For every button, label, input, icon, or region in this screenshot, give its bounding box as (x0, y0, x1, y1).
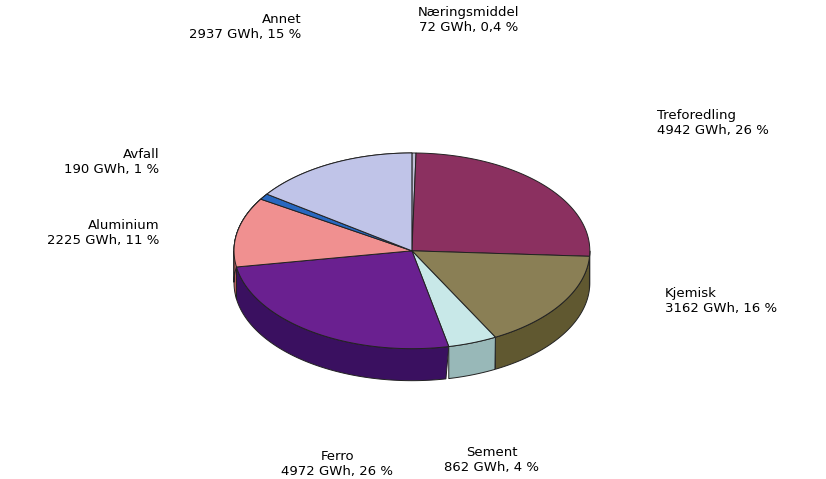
Text: Aluminium
2225 GWh, 11 %: Aluminium 2225 GWh, 11 % (47, 219, 159, 247)
PathPatch shape (496, 256, 590, 369)
Text: Treforedling
4942 GWh, 26 %: Treforedling 4942 GWh, 26 % (657, 109, 769, 137)
Text: Sement
862 GWh, 4 %: Sement 862 GWh, 4 % (444, 446, 539, 475)
PathPatch shape (236, 251, 449, 349)
PathPatch shape (412, 251, 496, 346)
PathPatch shape (267, 153, 412, 251)
PathPatch shape (412, 153, 590, 256)
PathPatch shape (234, 153, 412, 281)
Text: Næringsmiddel
72 GWh, 0,4 %: Næringsmiddel 72 GWh, 0,4 % (418, 6, 520, 34)
PathPatch shape (234, 199, 261, 282)
PathPatch shape (261, 194, 412, 251)
PathPatch shape (234, 194, 267, 282)
Text: Kjemisk
3162 GWh, 16 %: Kjemisk 3162 GWh, 16 % (665, 286, 776, 315)
PathPatch shape (412, 251, 590, 337)
PathPatch shape (234, 251, 236, 299)
Text: Ferro
4972 GWh, 26 %: Ferro 4972 GWh, 26 % (281, 450, 393, 478)
PathPatch shape (449, 337, 496, 378)
Text: Avfall
190 GWh, 1 %: Avfall 190 GWh, 1 % (64, 148, 159, 176)
Text: Annet
2937 GWh, 15 %: Annet 2937 GWh, 15 % (189, 13, 301, 41)
PathPatch shape (234, 199, 412, 267)
PathPatch shape (412, 153, 416, 251)
PathPatch shape (236, 267, 449, 381)
